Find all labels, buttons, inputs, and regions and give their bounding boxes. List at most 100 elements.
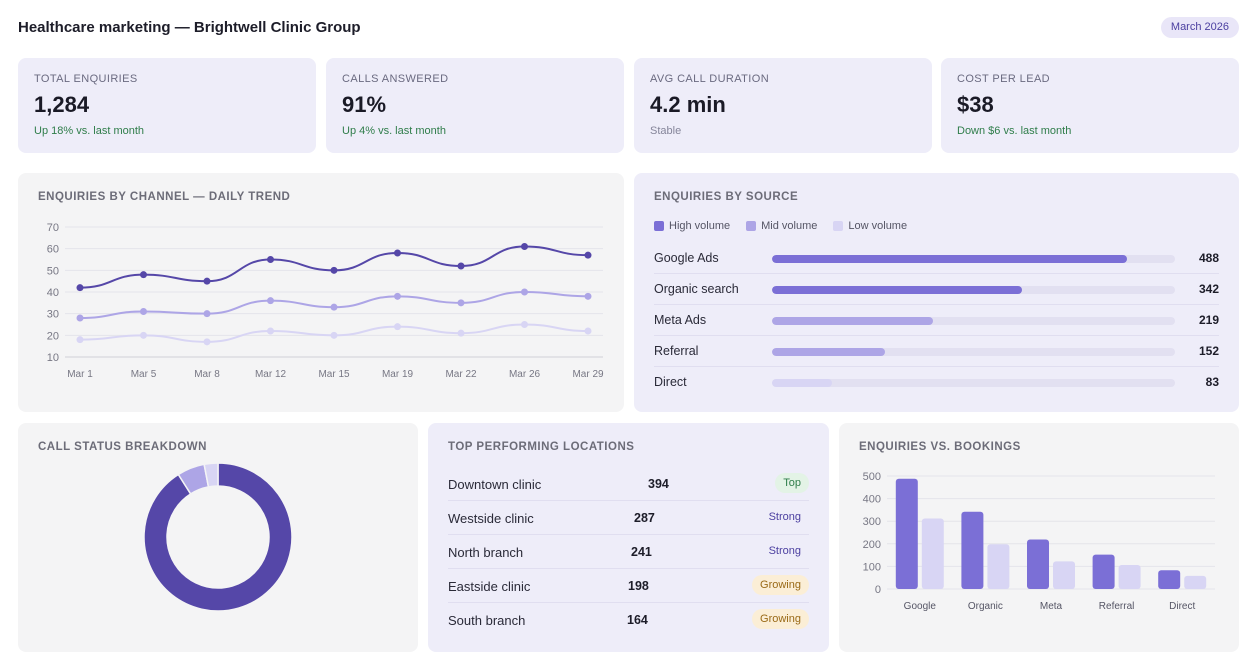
source-title: ENQUIRIES BY SOURCE bbox=[654, 191, 799, 203]
source-name: Google Ads bbox=[654, 251, 719, 265]
location-value: 394 bbox=[648, 477, 669, 491]
donut-slice-3 bbox=[203, 462, 219, 488]
kpi-delta: Stable bbox=[650, 125, 682, 137]
legend-label: High volume bbox=[669, 220, 731, 232]
y-tick-label: 20 bbox=[47, 330, 59, 342]
x-tick-label: Mar 22 bbox=[445, 369, 477, 380]
location-row-north-branch[interactable]: North branch 241 Strong bbox=[448, 535, 809, 569]
series-point-3 bbox=[203, 338, 211, 346]
page-title: Healthcare marketing — Brightwell Clinic… bbox=[18, 19, 361, 36]
series-point-3 bbox=[457, 329, 465, 337]
y-tick-label: 30 bbox=[47, 309, 59, 321]
source-name: Direct bbox=[654, 375, 687, 389]
source-row-direct[interactable]: Direct 83 bbox=[654, 367, 1219, 398]
kpi-value: $38 bbox=[957, 92, 994, 117]
kpi-label: TOTAL ENQUIRIES bbox=[34, 73, 138, 85]
location-badge: Top bbox=[775, 473, 809, 493]
legend-swatch bbox=[746, 221, 757, 231]
kpi-label: CALLS ANSWERED bbox=[342, 73, 449, 85]
series-point-2 bbox=[76, 314, 84, 322]
source-value: 152 bbox=[1198, 344, 1219, 358]
bookings-bar bbox=[921, 518, 944, 589]
kpi-card-cost-per-lead: COST PER LEAD $38 Down $6 vs. last month bbox=[941, 58, 1239, 153]
donut-slice-1 bbox=[143, 462, 293, 612]
series-point-3 bbox=[394, 323, 401, 331]
source-name: Organic search bbox=[654, 282, 739, 296]
source-bar-track bbox=[772, 255, 1175, 263]
x-tick-label: Mar 29 bbox=[572, 369, 604, 380]
kpi-label: AVG CALL DURATION bbox=[650, 73, 770, 85]
series-point-2 bbox=[394, 292, 401, 300]
series-point-1 bbox=[203, 277, 211, 285]
source-value: 83 bbox=[1205, 375, 1219, 389]
series-point-2 bbox=[457, 299, 465, 307]
y-tick-label: 500 bbox=[863, 471, 881, 483]
period-selector[interactable]: March 2026 bbox=[1160, 17, 1239, 38]
location-name: Westside clinic bbox=[448, 511, 534, 526]
kpi-delta: Down $6 vs. last month bbox=[957, 125, 1072, 137]
series-point-1 bbox=[267, 256, 274, 263]
location-badge: Growing bbox=[752, 609, 809, 629]
y-tick-label: 300 bbox=[863, 516, 881, 528]
location-row-eastside-clinic[interactable]: Eastside clinic 198 Growing bbox=[448, 569, 809, 603]
x-tick-label: Mar 5 bbox=[131, 369, 157, 380]
series-point-3 bbox=[584, 327, 592, 335]
call-status-title: CALL STATUS BREAKDOWN bbox=[38, 441, 207, 453]
locations-title: TOP PERFORMING LOCATIONS bbox=[448, 441, 635, 453]
source-legend: High volume Mid volume Low volume bbox=[654, 220, 907, 232]
location-row-westside-clinic[interactable]: Westside clinic 287 Strong bbox=[448, 501, 809, 535]
legend-label: Mid volume bbox=[761, 220, 818, 232]
kpi-value: 91% bbox=[342, 92, 387, 117]
series-point-1 bbox=[330, 266, 338, 274]
enquiries-bar bbox=[1027, 539, 1049, 589]
source-value: 488 bbox=[1198, 251, 1219, 265]
kpi-delta: Up 18% vs. last month bbox=[34, 125, 145, 137]
x-tick-label: Mar 26 bbox=[509, 369, 541, 380]
source-row-google-ads[interactable]: Google Ads 488 bbox=[654, 243, 1219, 274]
source-row-organic-search[interactable]: Organic search 342 bbox=[654, 274, 1219, 305]
location-value: 241 bbox=[631, 545, 652, 559]
series-point-3 bbox=[330, 331, 338, 339]
series-point-2 bbox=[330, 303, 338, 311]
source-name: Meta Ads bbox=[654, 313, 707, 327]
kpi-value: 4.2 min bbox=[650, 92, 726, 117]
kpi-card-total-enquiries: TOTAL ENQUIRIES 1,284 Up 18% vs. last mo… bbox=[18, 58, 316, 153]
source-bar-fill bbox=[772, 317, 934, 325]
source-row-meta-ads[interactable]: Meta Ads 219 bbox=[654, 305, 1219, 336]
series-point-3 bbox=[267, 327, 274, 335]
trend-chart-title: ENQUIRIES BY CHANNEL — DAILY TREND bbox=[38, 191, 291, 203]
legend-swatch bbox=[654, 221, 664, 231]
location-value: 164 bbox=[627, 613, 648, 627]
location-row-downtown-clinic[interactable]: Downtown clinic 394 Top bbox=[448, 467, 809, 501]
location-name: Eastside clinic bbox=[448, 579, 531, 594]
series-point-1 bbox=[76, 284, 84, 292]
source-name: Referral bbox=[654, 344, 699, 358]
bookings-bar bbox=[1053, 561, 1075, 589]
source-row-referral[interactable]: Referral 152 bbox=[654, 336, 1219, 367]
legend-low-volume: Low volume bbox=[833, 220, 907, 232]
locations-card: TOP PERFORMING LOCATIONS Downtown clinic… bbox=[428, 423, 829, 652]
bookings-bar bbox=[1118, 565, 1141, 589]
call-status-donut-chart bbox=[143, 462, 293, 612]
legend-label: Low volume bbox=[848, 220, 908, 232]
x-tick-label: Mar 8 bbox=[194, 369, 220, 380]
legend-mid-volume: Mid volume bbox=[746, 220, 817, 232]
bookings-title: ENQUIRIES VS. BOOKINGS bbox=[859, 441, 1021, 453]
series-point-1 bbox=[457, 262, 465, 270]
dashboard-header: Healthcare marketing — Brightwell Clinic… bbox=[18, 17, 1239, 41]
series-point-1 bbox=[394, 249, 401, 257]
source-bar-fill bbox=[772, 255, 1127, 263]
location-badge: Growing bbox=[752, 575, 809, 595]
call-status-card: CALL STATUS BREAKDOWN bbox=[18, 423, 418, 652]
y-tick-label: 40 bbox=[47, 287, 59, 299]
kpi-card-avg-call-duration: AVG CALL DURATION 4.2 min Stable bbox=[634, 58, 932, 153]
y-tick-label: 50 bbox=[47, 265, 59, 277]
location-value: 287 bbox=[634, 511, 655, 525]
x-tick-label: Google bbox=[904, 601, 937, 612]
series-point-3 bbox=[140, 331, 147, 339]
location-name: North branch bbox=[448, 545, 524, 560]
enquiries-bar bbox=[1092, 554, 1115, 589]
location-row-south-branch[interactable]: South branch 164 Growing bbox=[448, 603, 809, 637]
enquiries-bar bbox=[895, 478, 918, 589]
x-tick-label: Mar 1 bbox=[67, 369, 93, 380]
